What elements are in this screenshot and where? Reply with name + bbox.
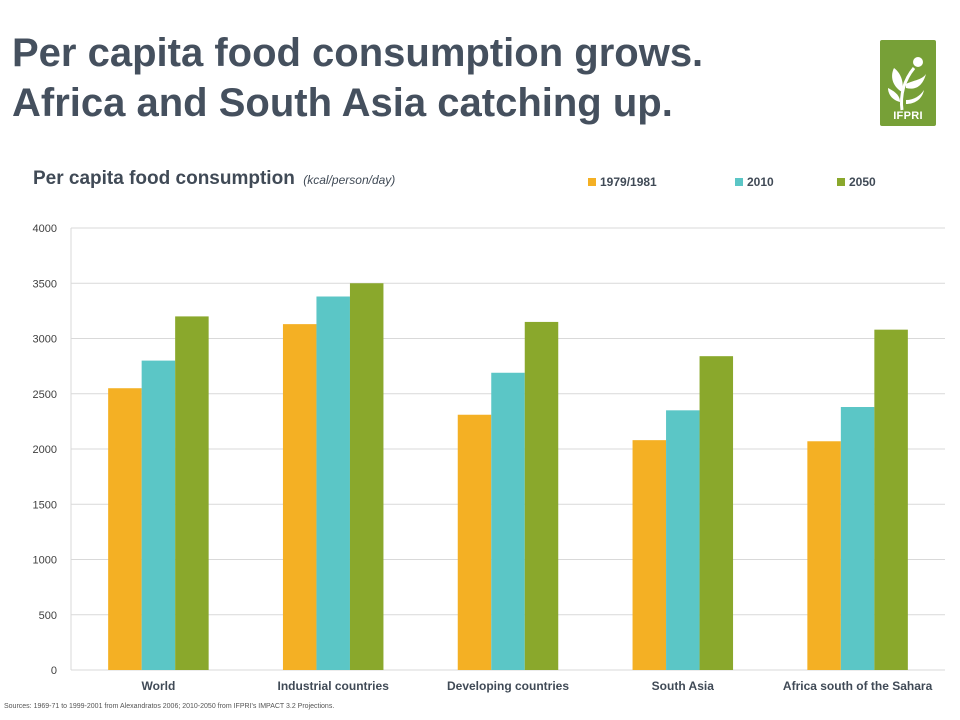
bar-chart: 0 500 1000 1500 2000 2500 3000 3500 4000 World Ind… xyxy=(33,223,945,693)
chart-title: Per capita food consumption xyxy=(33,168,295,189)
y-tick-label: 500 xyxy=(39,610,57,622)
legend-label: 2050 xyxy=(849,175,876,189)
legend-swatch xyxy=(837,178,845,186)
x-tick-label: Africa south of the Sahara xyxy=(783,679,933,693)
ifpri-logo: IFPRI xyxy=(880,40,936,126)
legend-label: 1979/1981 xyxy=(600,175,657,189)
y-tick-label: 3500 xyxy=(33,278,57,290)
y-tick-label: 1500 xyxy=(33,499,57,511)
bar xyxy=(316,296,350,670)
x-tick-label: World xyxy=(142,679,176,693)
legend-swatch xyxy=(588,178,596,186)
slide-title-line-1: Per capita food consumption grows. xyxy=(12,31,704,75)
slide-title: Per capita food consumption grows. Afric… xyxy=(12,28,852,128)
bar xyxy=(807,441,841,670)
bar xyxy=(632,440,667,670)
y-tick-label: 3000 xyxy=(33,334,57,346)
bar xyxy=(175,316,209,670)
x-tick-label: Industrial countries xyxy=(278,679,390,693)
y-tick-label: 4000 xyxy=(33,223,57,235)
chart-heading: Per capita food consumption (kcal/person… xyxy=(33,168,395,190)
bar xyxy=(699,356,734,670)
x-tick-label: South Asia xyxy=(652,679,715,693)
bar xyxy=(141,360,176,670)
bar xyxy=(874,329,908,670)
legend-swatch xyxy=(735,178,743,186)
bar xyxy=(524,321,559,670)
bar xyxy=(666,410,700,670)
legend-item-2010: 2010 xyxy=(735,175,774,189)
y-tick-label: 2000 xyxy=(33,444,57,456)
x-tick-label: Developing countries xyxy=(447,679,569,693)
slide-title-line-2: Africa and South Asia catching up. xyxy=(12,81,673,125)
logo-text: IFPRI xyxy=(893,110,923,122)
legend-item-1979-1981: 1979/1981 xyxy=(588,175,657,189)
y-tick-label: 1000 xyxy=(33,555,57,567)
sources-note: Sources: 1969-71 to 1999-2001 from Alexa… xyxy=(4,703,335,710)
y-tick-label: 0 xyxy=(51,665,57,677)
legend-label: 2010 xyxy=(747,175,774,189)
bar xyxy=(457,414,492,670)
bar xyxy=(491,372,525,670)
bar xyxy=(108,388,142,670)
bar xyxy=(282,324,317,670)
bar xyxy=(840,407,875,670)
bar xyxy=(349,283,384,670)
y-tick-label: 2500 xyxy=(33,389,57,401)
chart-unit: (kcal/person/day) xyxy=(303,173,396,187)
leaf-figure-icon xyxy=(888,57,926,111)
legend-item-2050: 2050 xyxy=(837,175,876,189)
